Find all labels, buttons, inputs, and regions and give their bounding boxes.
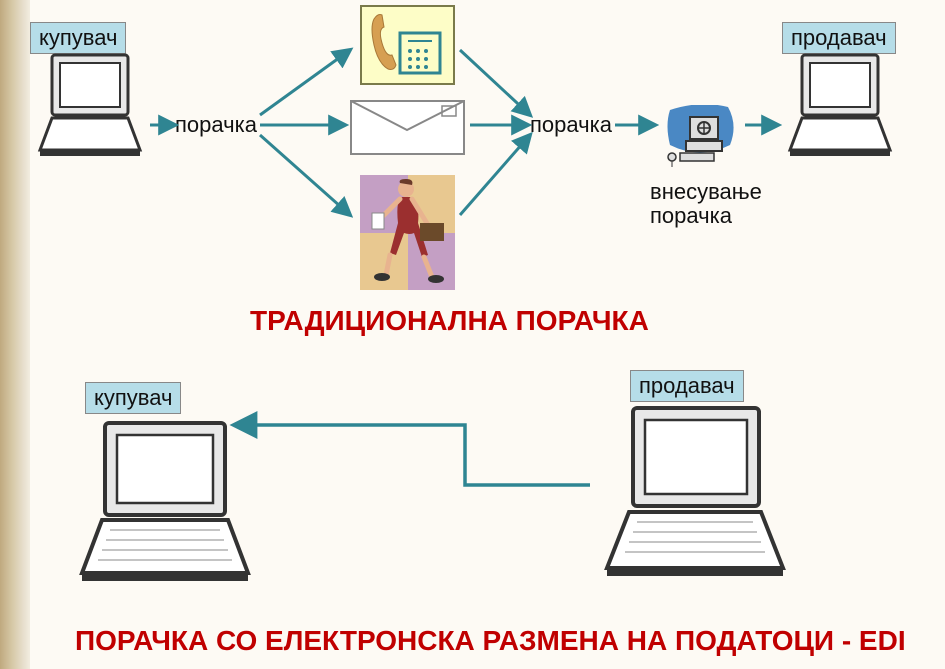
title-edi: ПОРАЧКА СО ЕЛЕКТРОНСКА РАЗМЕНА НА ПОДАТО… [75, 625, 906, 657]
arrow-edi [0, 0, 945, 669]
